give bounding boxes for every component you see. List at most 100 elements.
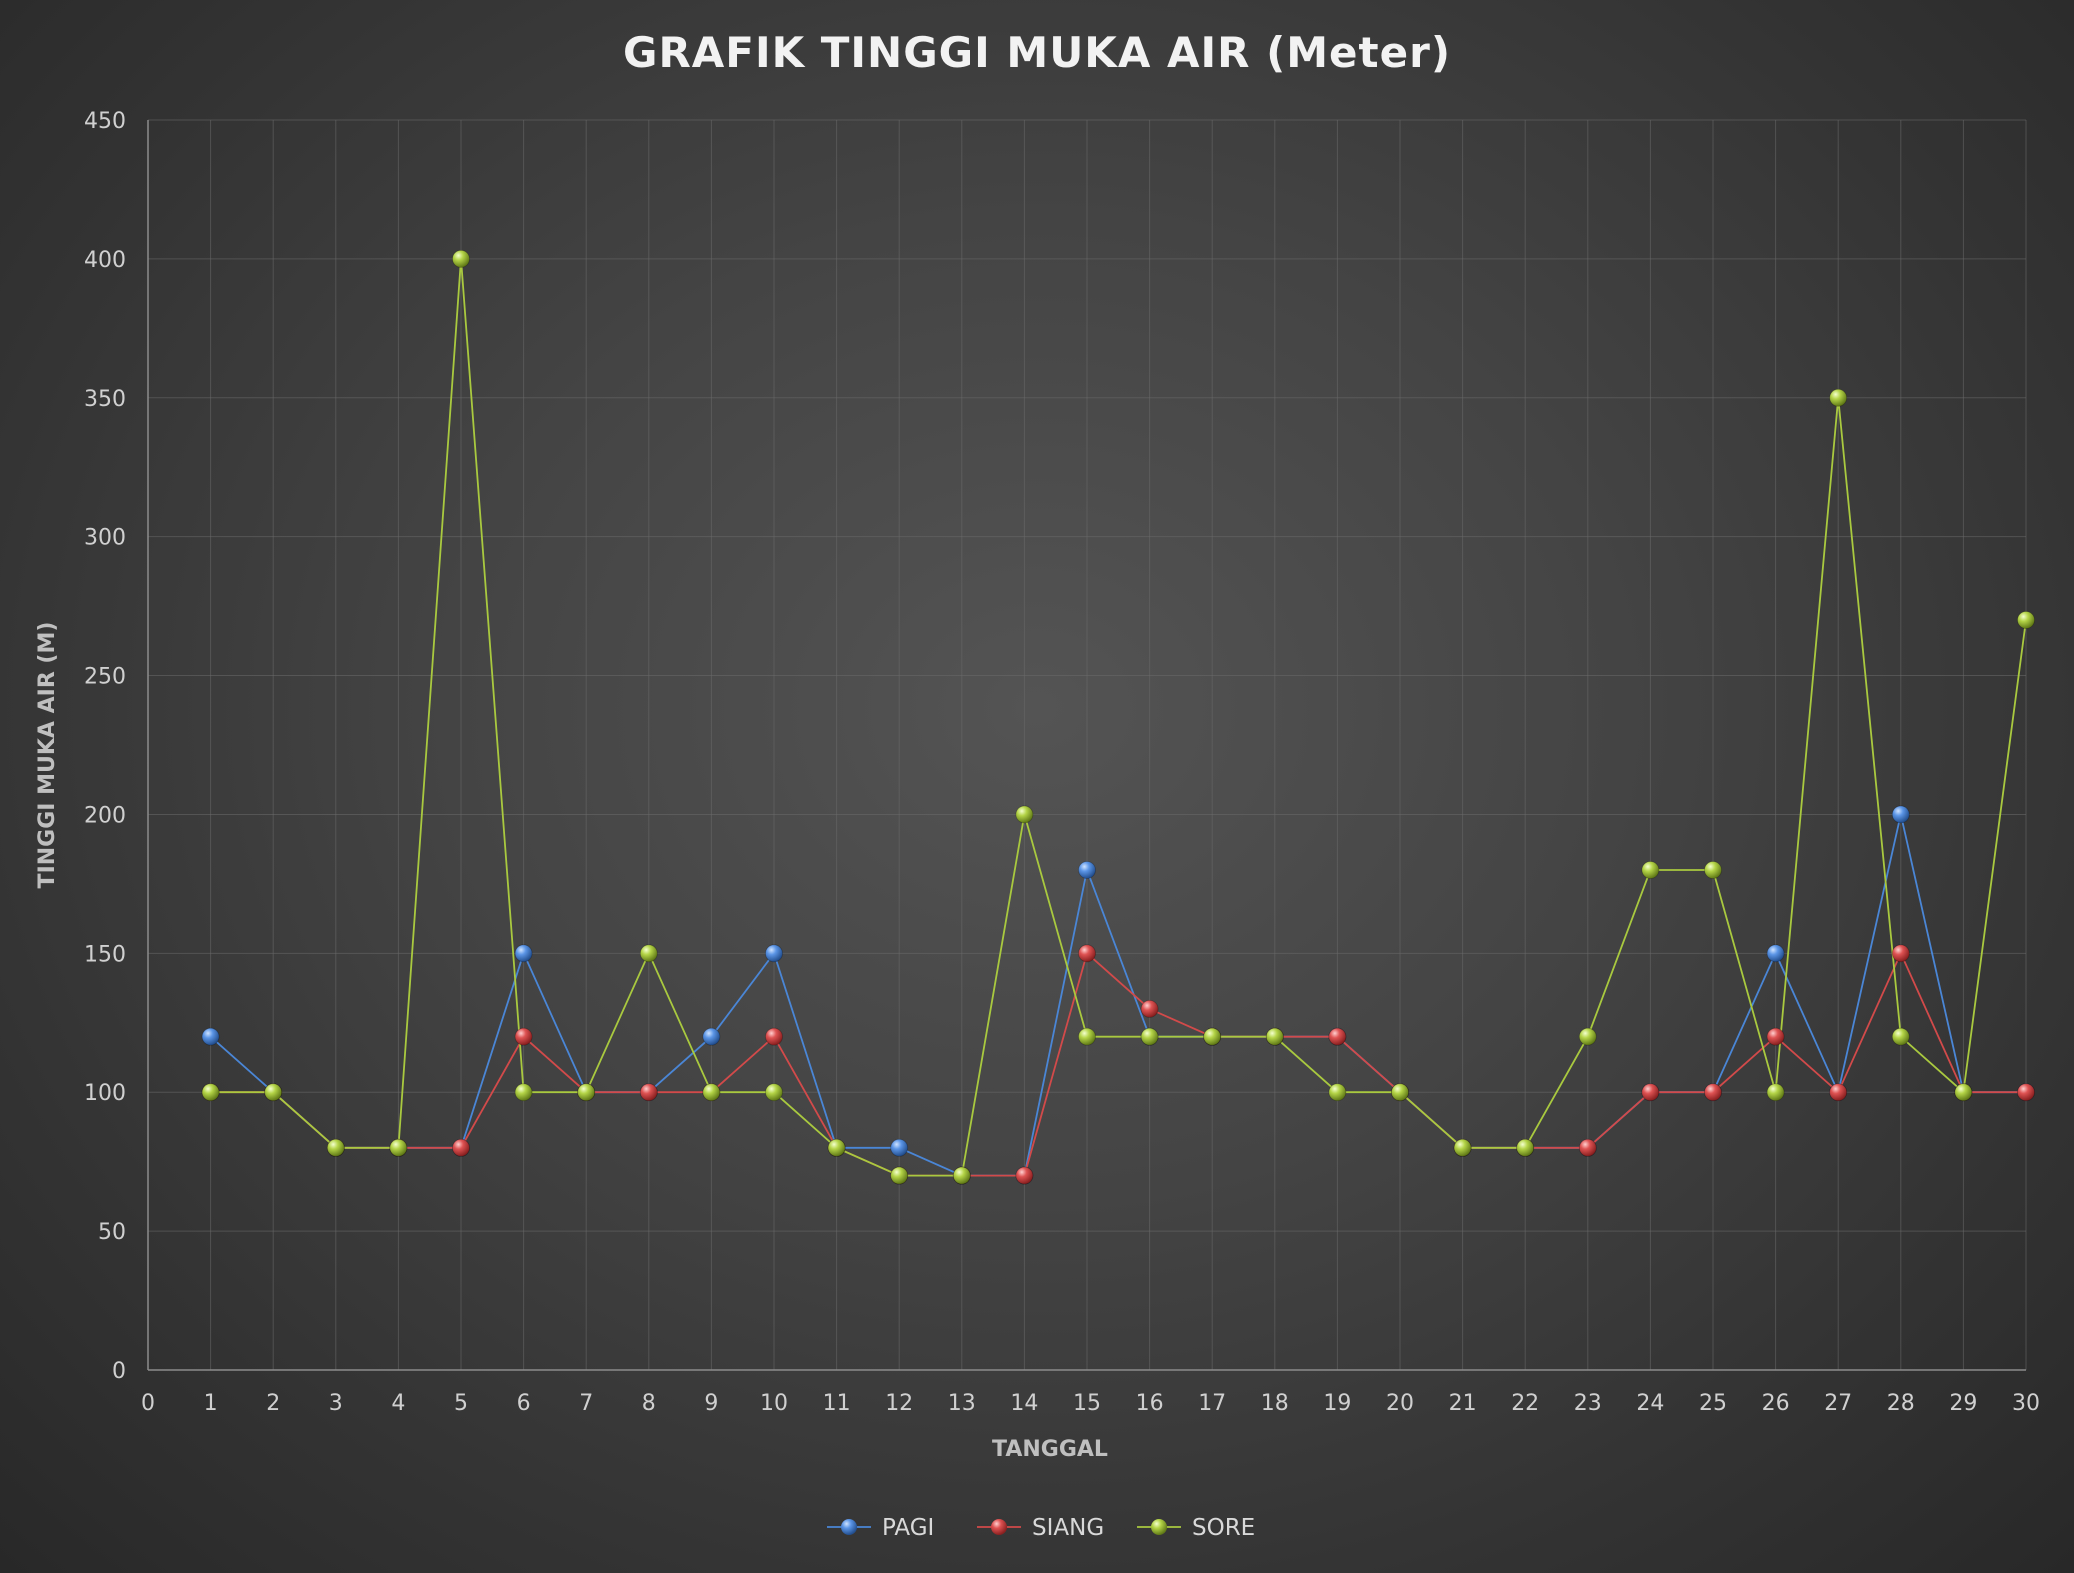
data-point xyxy=(1891,944,1910,963)
data-point xyxy=(326,1138,345,1157)
data-point xyxy=(890,1166,909,1185)
series-group xyxy=(201,249,2035,1185)
x-tick-label: 23 xyxy=(1574,1391,1602,1416)
x-tick-label: 24 xyxy=(1636,1391,1664,1416)
y-tick-label: 400 xyxy=(84,248,126,273)
data-point xyxy=(765,944,783,963)
data-point xyxy=(1766,1027,1785,1046)
data-point xyxy=(639,1083,658,1102)
x-tick-label: 16 xyxy=(1136,1391,1164,1416)
x-tick-label: 6 xyxy=(517,1391,531,1416)
data-point xyxy=(264,1083,283,1102)
x-tick-label: 14 xyxy=(1010,1391,1038,1416)
x-axis-title: TANGGAL xyxy=(992,1437,1108,1462)
grid xyxy=(147,119,2027,1371)
data-point xyxy=(2017,611,2035,629)
x-tick-label: 28 xyxy=(1887,1391,1915,1416)
x-tick-label: 30 xyxy=(2012,1391,2040,1416)
x-tick-label: 11 xyxy=(823,1391,851,1416)
y-tick-label: 200 xyxy=(84,803,126,828)
x-tick-label: 25 xyxy=(1699,1391,1727,1416)
series-line-sore xyxy=(210,258,2027,1177)
data-point xyxy=(1078,1027,1096,1046)
y-tick-label: 300 xyxy=(84,526,126,551)
x-tick-label: 5 xyxy=(454,1391,468,1416)
y-tick-label: 250 xyxy=(84,665,126,690)
x-tick-label: 19 xyxy=(1323,1391,1351,1416)
legend-marker xyxy=(1151,1519,1167,1535)
data-point xyxy=(765,1083,783,1102)
data-point xyxy=(1578,1027,1597,1046)
data-point xyxy=(201,1027,220,1046)
x-tick-label: 1 xyxy=(204,1391,218,1416)
legend-marker xyxy=(841,1519,857,1535)
data-point xyxy=(1891,1027,1910,1046)
x-tick-label: 20 xyxy=(1386,1391,1414,1416)
x-tick-label: 29 xyxy=(1949,1391,1977,1416)
legend-item-pagi: PAGI xyxy=(827,1515,934,1541)
data-point xyxy=(1704,1083,1722,1102)
y-tick-label: 0 xyxy=(112,1359,126,1384)
legend-label: PAGI xyxy=(882,1515,934,1541)
data-point xyxy=(1954,1083,1973,1102)
data-point xyxy=(1203,1027,1222,1046)
legend: PAGI SIANG SORE xyxy=(827,1515,1255,1541)
x-tick-label: 12 xyxy=(885,1391,913,1416)
x-tick-label: 9 xyxy=(704,1391,718,1416)
data-point xyxy=(201,1083,220,1102)
y-tick-label: 450 xyxy=(84,109,126,134)
data-point xyxy=(639,944,658,963)
x-tick-label: 27 xyxy=(1824,1391,1852,1416)
x-tick-label: 0 xyxy=(141,1391,155,1416)
data-point xyxy=(702,1027,721,1046)
legend-item-sore: SORE xyxy=(1137,1515,1255,1541)
data-point xyxy=(2017,1083,2035,1102)
data-point xyxy=(1641,861,1660,879)
x-tick-label: 13 xyxy=(948,1391,976,1416)
y-tick-label: 350 xyxy=(84,387,126,412)
legend-marker xyxy=(991,1519,1007,1535)
x-tick-label: 21 xyxy=(1449,1391,1477,1416)
x-tick-label: 10 xyxy=(760,1391,788,1416)
data-point xyxy=(1328,1083,1347,1102)
x-tick-label: 7 xyxy=(579,1391,593,1416)
data-point xyxy=(890,1138,909,1157)
y-tick-label: 150 xyxy=(84,942,126,967)
data-point xyxy=(1829,1083,1848,1102)
data-point xyxy=(1015,1166,1034,1185)
data-point xyxy=(577,1083,596,1102)
data-point xyxy=(1578,1138,1597,1157)
data-point xyxy=(514,1083,533,1102)
x-tick-label: 3 xyxy=(329,1391,343,1416)
data-point xyxy=(1078,861,1096,879)
y-tick-label: 100 xyxy=(84,1081,126,1106)
x-tick-label: 4 xyxy=(391,1391,405,1416)
x-tick-label: 8 xyxy=(642,1391,656,1416)
series-line-siang xyxy=(210,951,2026,1177)
legend-label: SIANG xyxy=(1032,1515,1104,1541)
data-point xyxy=(827,1138,846,1157)
chart-title: GRAFIK TINGGI MUKA AIR (Meter) xyxy=(623,28,1451,77)
data-point xyxy=(1829,388,1848,407)
data-point xyxy=(1391,1083,1409,1102)
data-point xyxy=(1078,944,1096,963)
data-point xyxy=(1140,1027,1159,1046)
data-point xyxy=(702,1083,721,1102)
x-tick-label: 17 xyxy=(1198,1391,1226,1416)
x-tick-label: 22 xyxy=(1511,1391,1539,1416)
series-markers-pagi xyxy=(201,805,2035,1185)
series-line-pagi xyxy=(210,814,2026,1177)
data-point xyxy=(1140,999,1159,1018)
data-point xyxy=(1891,805,1910,824)
legend-item-siang: SIANG xyxy=(977,1515,1104,1541)
data-point xyxy=(1766,944,1785,963)
data-point xyxy=(952,1166,971,1185)
data-point xyxy=(514,944,533,963)
data-point xyxy=(389,1138,408,1157)
y-axis-title: TINGGI MUKA AIR (M) xyxy=(35,622,60,889)
data-point xyxy=(452,249,470,268)
data-point xyxy=(1265,1027,1284,1046)
series-markers-sore xyxy=(201,249,2035,1185)
